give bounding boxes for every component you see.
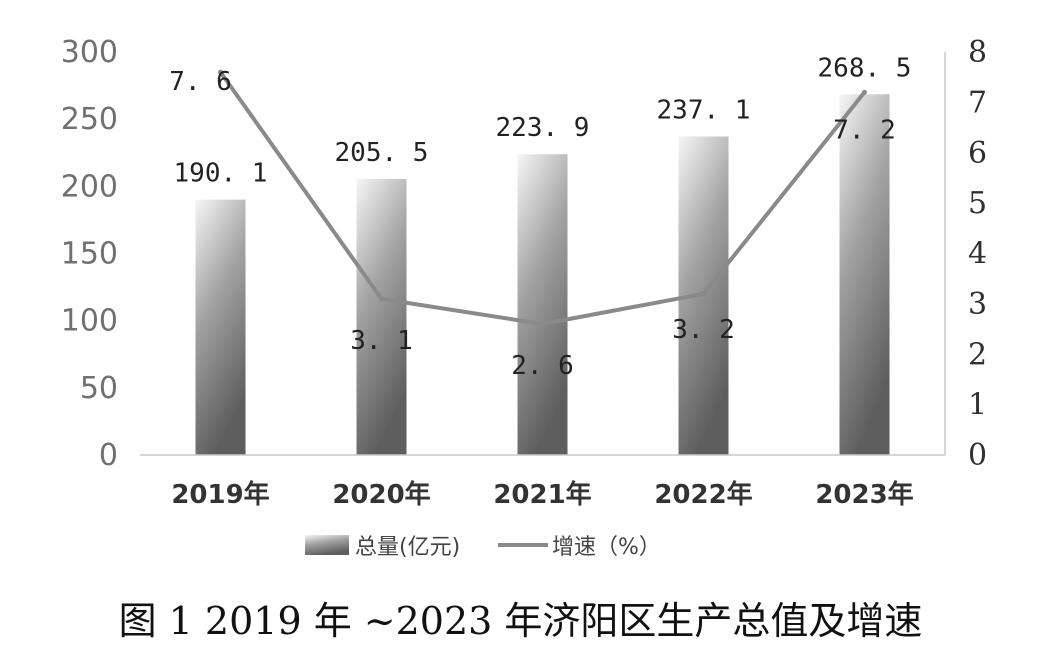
bar	[839, 94, 890, 455]
line-point	[862, 89, 867, 95]
bar-value-label: 268. 5	[818, 53, 912, 83]
category-label: 2023年	[815, 479, 913, 510]
bar	[517, 154, 568, 455]
right-axis-tick-label: 0	[968, 438, 987, 473]
right-axis-tick-label: 4	[968, 237, 987, 272]
left-axis-tick-label: 100	[61, 304, 118, 339]
legend-bar-label: 总量(亿元)	[355, 535, 460, 560]
category-label: 2021年	[493, 479, 591, 510]
line-point	[379, 296, 384, 302]
bar-value-label: 190. 1	[174, 159, 268, 189]
right-axis-tick-label: 2	[968, 337, 987, 372]
line-value-label: 7. 6	[169, 67, 232, 97]
right-axis-tick-label: 6	[968, 136, 987, 171]
right-axis-tick-label: 8	[968, 35, 987, 70]
bar	[356, 178, 407, 455]
bar	[195, 199, 246, 455]
line-value-label: 3. 1	[350, 326, 413, 356]
bar-value-label: 237. 1	[657, 95, 751, 125]
category-label: 2020年	[332, 479, 430, 510]
legend: 总量(亿元) 增速（%）	[305, 535, 661, 560]
left-axis-tick-label: 300	[61, 35, 118, 70]
line-value-label: 2. 6	[511, 351, 574, 381]
line-point	[701, 291, 706, 297]
right-axis-tick-label: 1	[968, 388, 987, 423]
left-axis-tick-label: 0	[99, 438, 118, 473]
right-axis-tick-label: 7	[968, 85, 987, 120]
left-axis-tick-label: 250	[61, 102, 118, 137]
line-point	[540, 321, 545, 327]
right-axis-tick-label: 3	[968, 287, 987, 322]
line-value-label: 7. 2	[833, 115, 896, 145]
figure-caption: 图 1 2019 年 ~2023 年济阳区生产总值及增速	[118, 599, 923, 643]
category-label: 2019年	[171, 479, 269, 510]
category-label: 2022年	[654, 479, 752, 510]
legend-bar-swatch	[305, 535, 349, 555]
combo-chart: 0 50 100 150 200 250 300 0 1 2 3 4 5 6 7 8 2019年 2020年 2…	[61, 35, 987, 560]
line-point	[218, 69, 223, 75]
line-value-label: 3. 2	[672, 315, 735, 345]
right-axis-tick-label: 5	[968, 186, 987, 221]
left-axis-tick-label: 50	[80, 371, 118, 406]
left-axis-tick-label: 150	[61, 237, 118, 272]
left-axis-tick-label: 200	[61, 169, 118, 204]
legend-line-label: 增速（%）	[552, 535, 661, 560]
bar-value-label: 223. 9	[496, 113, 590, 143]
bar-value-label: 205. 5	[335, 138, 429, 168]
